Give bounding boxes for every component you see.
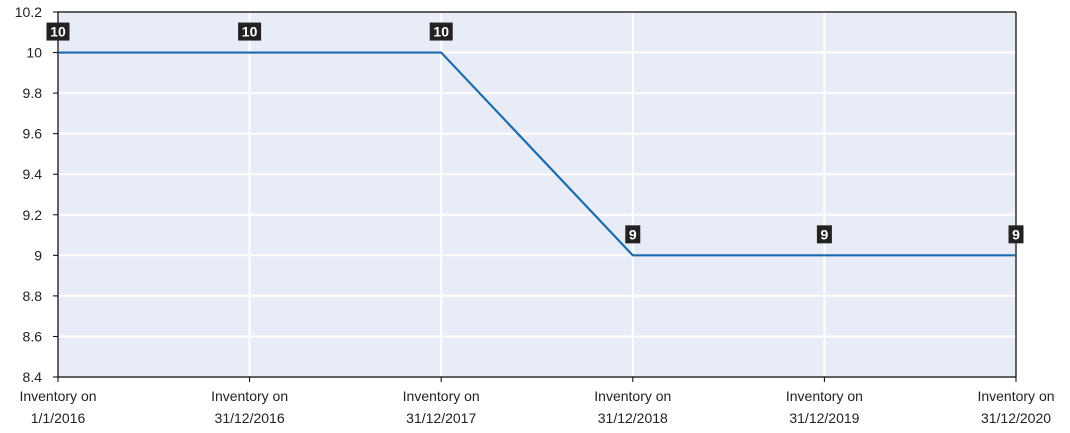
x-tick-label-line: Inventory on <box>403 388 480 404</box>
data-label: 10 <box>238 22 262 41</box>
series-polyline <box>58 51 1016 257</box>
y-tick-label: 8.8 <box>23 288 43 304</box>
x-tick-label: Inventory on 31/12/2016 <box>211 388 288 426</box>
x-axis: Inventory on 1/1/2016 Inventory on 31/12/20… <box>19 377 1055 426</box>
data-label-text: 9 <box>629 226 637 242</box>
data-labels: 10 10 10 9 9 9 <box>46 22 1024 244</box>
data-label-text: 10 <box>242 24 258 40</box>
data-label-background <box>625 225 641 244</box>
x-tick-label-line: Inventory on <box>19 388 96 404</box>
y-tick-label: 8.4 <box>23 369 43 385</box>
x-tick-label-line: 1/1/2016 <box>31 410 86 426</box>
data-label-background <box>238 22 262 41</box>
x-tick-label: Inventory on 31/12/2019 <box>786 388 863 426</box>
data-label: 9 <box>816 225 832 244</box>
x-tick-label: Inventory on 1/1/2016 <box>19 388 96 426</box>
y-tick-label: 10 <box>26 45 42 61</box>
data-label-text: 9 <box>1012 226 1020 242</box>
data-label-text: 9 <box>821 226 829 242</box>
data-label-background <box>816 225 832 244</box>
data-label: 10 <box>429 22 453 41</box>
data-label-background <box>1008 225 1024 244</box>
data-label-background <box>46 22 70 41</box>
x-tick-label-line: 31/12/2017 <box>406 410 476 426</box>
x-tick-label: Inventory on 31/12/2018 <box>594 388 671 426</box>
x-tick-label-line: Inventory on <box>594 388 671 404</box>
y-tick-label: 10.2 <box>15 4 42 20</box>
data-label-background <box>429 22 453 41</box>
data-label: 9 <box>625 225 641 244</box>
plot-frame <box>57 11 1017 378</box>
x-tick-label-line: 31/12/2020 <box>981 410 1051 426</box>
series-line <box>58 51 1016 257</box>
x-tick-label-line: 31/12/2016 <box>215 410 285 426</box>
y-axis: 8.4 8.6 8.8 9 9.2 9.4 9.6 9.8 10 10.2 <box>15 4 58 385</box>
x-tick-label-line: 31/12/2019 <box>789 410 859 426</box>
gridlines <box>58 11 1016 378</box>
x-tick-label-line: Inventory on <box>977 388 1054 404</box>
plot-area <box>58 12 1016 377</box>
y-tick-label: 9.6 <box>23 126 43 142</box>
data-label-text: 10 <box>433 24 449 40</box>
data-label-text: 10 <box>50 24 66 40</box>
x-tick-label: Inventory on 31/12/2020 <box>977 388 1054 426</box>
x-tick-label-line: Inventory on <box>786 388 863 404</box>
x-tick-label-line: Inventory on <box>211 388 288 404</box>
data-label: 10 <box>46 22 70 41</box>
y-tick-label: 9 <box>34 247 42 263</box>
data-label: 9 <box>1008 225 1024 244</box>
x-tick-label-line: 31/12/2018 <box>598 410 668 426</box>
y-tick-label: 8.6 <box>23 328 43 344</box>
y-tick-label: 9.8 <box>23 85 43 101</box>
x-tick-label: Inventory on 31/12/2017 <box>403 388 480 426</box>
y-tick-label: 9.4 <box>23 166 43 182</box>
y-tick-label: 9.2 <box>23 207 43 223</box>
